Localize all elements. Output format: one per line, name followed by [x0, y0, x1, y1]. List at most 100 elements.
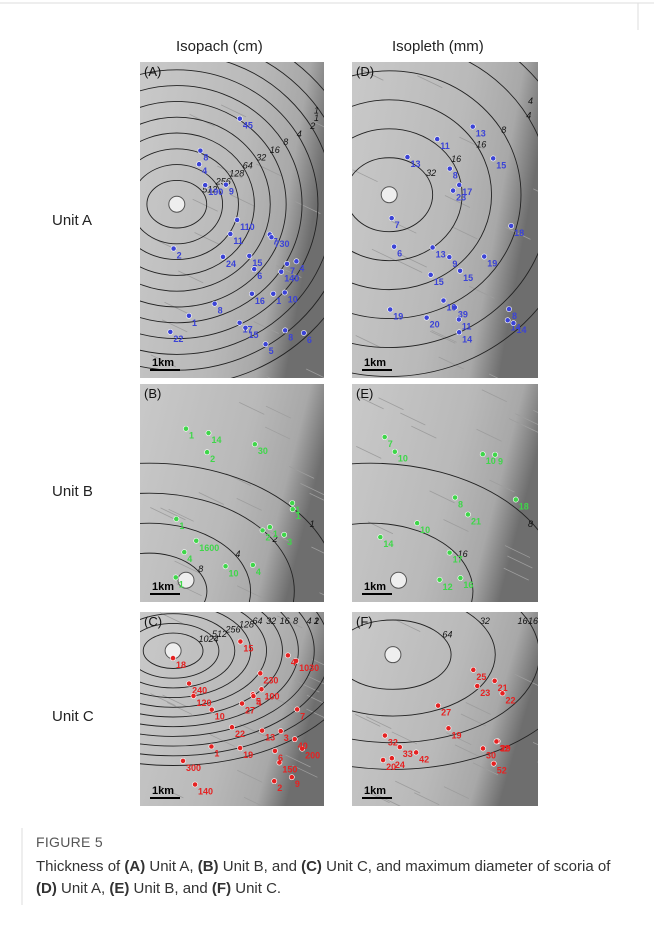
sample-dot: [170, 656, 175, 661]
sample-label: 11: [233, 236, 243, 246]
sample-dot: [237, 320, 242, 325]
sample-label: 17: [453, 555, 463, 565]
map-background: [140, 62, 324, 378]
sample-dot: [389, 216, 394, 221]
sample-label: 10: [288, 294, 298, 304]
sample-dot: [238, 639, 243, 644]
caption-title: FIGURE 5: [36, 834, 626, 850]
sample-dot: [471, 667, 476, 672]
isoline-label: 64: [253, 616, 263, 626]
sample-dot: [506, 306, 511, 311]
sample-dot: [223, 182, 228, 187]
sample-dot: [294, 259, 299, 264]
sample-dot: [435, 136, 440, 141]
caption-run: Unit A,: [57, 880, 110, 897]
sample-label: 16: [255, 296, 265, 306]
sample-dot: [194, 538, 199, 543]
crater: [381, 187, 397, 203]
panel-label: (E): [356, 386, 373, 401]
sample-label: 24: [395, 760, 405, 770]
sample-dot: [238, 745, 243, 750]
sample-dot: [435, 703, 440, 708]
sample-dot: [249, 291, 254, 296]
isoline-label: 64: [442, 629, 452, 639]
isoline-label: 16: [528, 616, 538, 626]
sample-label: 200: [305, 751, 320, 761]
isoline-label: 4: [307, 616, 312, 626]
row-label: Unit B: [52, 483, 93, 500]
scale-label: 1km: [152, 785, 174, 797]
sample-label: 25: [476, 672, 486, 682]
sample-label: 13: [265, 733, 275, 743]
panel-label: (A): [144, 64, 161, 79]
sample-dot: [223, 564, 228, 569]
isoline-label: 4: [528, 96, 533, 106]
sample-label: 1: [214, 749, 219, 759]
row-label: Unit C: [52, 708, 94, 725]
sample-label: 13: [476, 129, 486, 139]
sample-dot: [388, 307, 393, 312]
sample-dot: [447, 550, 452, 555]
map-panel: 5122561286432168421171511190140730110451…: [0, 22, 366, 388]
sample-dot: [405, 154, 410, 159]
isoline-label: 32: [426, 168, 436, 178]
sample-dot: [491, 156, 496, 161]
caption-run: (C): [301, 858, 322, 875]
sample-dot: [235, 217, 240, 222]
sample-dot: [282, 532, 287, 537]
isoline-label: 8: [501, 125, 506, 135]
sample-label: 15: [243, 644, 253, 654]
caption: FIGURE 5 Thickness of (A) Unit A, (B) Un…: [36, 834, 626, 900]
panel-label: (D): [356, 64, 374, 79]
sample-label: 1: [296, 511, 301, 521]
isoline-label: 8: [198, 564, 203, 574]
sample-label: 14: [516, 325, 526, 335]
sample-dot: [259, 687, 264, 692]
scale-label: 1km: [152, 357, 174, 369]
sample-dot: [380, 757, 385, 762]
sample-dot: [457, 268, 462, 273]
sample-label: 16: [463, 580, 473, 590]
sample-dot: [209, 707, 214, 712]
sample-dot: [500, 691, 505, 696]
sample-label: 6: [257, 271, 262, 281]
sample-dot: [452, 495, 457, 500]
sample-dot: [278, 729, 283, 734]
caption-run: (D): [36, 880, 57, 897]
sample-label: 23: [480, 688, 490, 698]
sample-label: 19: [393, 311, 403, 321]
sample-dot: [251, 693, 256, 698]
sample-dot: [513, 497, 518, 502]
caption-run: (E): [109, 880, 129, 897]
sample-dot: [272, 779, 277, 784]
sample-dot: [212, 301, 217, 306]
sample-dot: [290, 507, 295, 512]
sample-label: 2: [277, 783, 282, 793]
sample-dot: [458, 575, 463, 580]
sample-label: 13: [410, 159, 420, 169]
sample-label: 15: [434, 277, 444, 287]
sample-label: 18: [176, 660, 186, 670]
sample-dot: [247, 253, 252, 258]
sample-dot: [511, 321, 516, 326]
isoline-label: 8: [283, 137, 288, 147]
crater: [385, 647, 401, 663]
isoline-label: 32: [266, 616, 276, 626]
sample-dot: [239, 701, 244, 706]
sample-dot: [196, 162, 201, 167]
sample-dot: [285, 653, 290, 658]
isoline-label: 32: [480, 616, 490, 626]
isoline-label: 4: [235, 549, 240, 559]
sample-dot: [430, 245, 435, 250]
sample-label: 1: [179, 579, 184, 589]
sample-label: 100: [264, 691, 279, 701]
sample-label: 10: [420, 525, 430, 535]
sample-dot: [290, 501, 295, 506]
sample-dot: [272, 748, 277, 753]
sample-dot: [229, 725, 234, 730]
sample-label: 8: [288, 332, 293, 342]
sample-label: 8: [218, 306, 223, 316]
sample-dot: [389, 756, 394, 761]
column-header: Isopleth (mm): [392, 38, 484, 55]
sample-label: 8: [458, 500, 463, 510]
